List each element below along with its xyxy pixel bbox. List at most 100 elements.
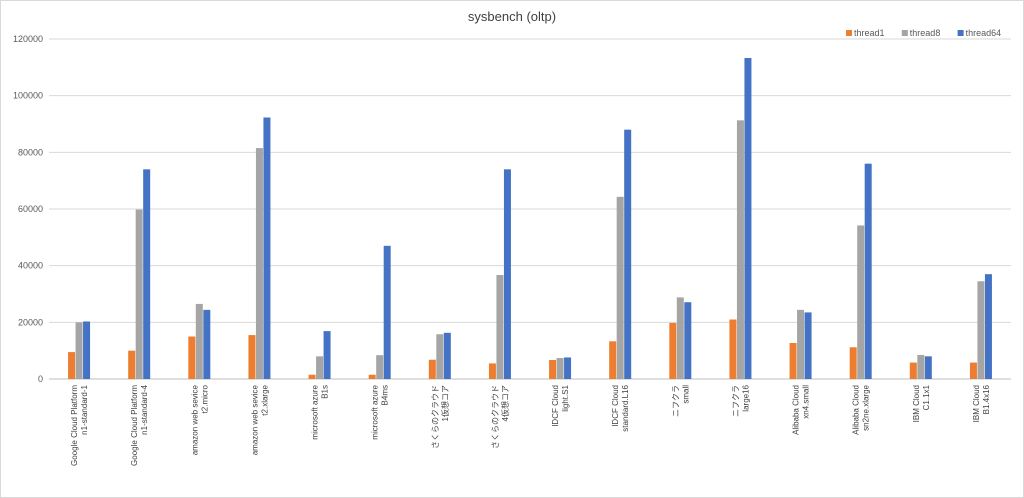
bar-thread8-13 bbox=[857, 225, 865, 379]
legend-swatch-thread1 bbox=[846, 30, 852, 36]
x-category-label: IDCF Cloud standard.L16 bbox=[611, 384, 630, 431]
x-category-label: amazon web sevice t2.micro bbox=[190, 384, 209, 455]
bar-thread64-4 bbox=[323, 331, 331, 379]
bar-thread64-13 bbox=[864, 163, 872, 379]
x-category-label: ニフクラ small bbox=[671, 385, 690, 417]
x-category-label: amazon web sevice t2.xlarge bbox=[250, 384, 269, 455]
bars bbox=[68, 57, 992, 380]
y-tick-label: 20000 bbox=[18, 317, 43, 327]
x-category-label: Google Cloud Platform n1-standard-1 bbox=[70, 384, 89, 465]
bar-thread64-5 bbox=[383, 245, 391, 379]
x-category-label: IBM Cloud B1.4x16 bbox=[972, 384, 991, 422]
bar-thread64-10 bbox=[684, 302, 692, 379]
x-category-label: Alibaba Cloud xn4.small bbox=[792, 385, 811, 435]
x-category-label-line: t2.micro bbox=[200, 384, 209, 413]
bar-thread64-15 bbox=[984, 274, 992, 379]
bar-thread64-11 bbox=[744, 57, 752, 379]
bar-thread8-15 bbox=[977, 281, 985, 379]
bar-thread64-12 bbox=[804, 312, 812, 379]
x-category-label-line: n1-standard-4 bbox=[140, 384, 149, 434]
bar-thread1-11 bbox=[729, 319, 737, 379]
x-category-label: さくらのクラウド 1仮想コア bbox=[431, 385, 450, 449]
x-category-label-line: amazon web sevice bbox=[250, 384, 259, 455]
x-category-label-line: IBM Cloud bbox=[912, 385, 921, 422]
x-category-label-line: ニフクラ bbox=[731, 385, 740, 417]
bar-thread8-0 bbox=[75, 322, 83, 379]
y-tick-label: 80000 bbox=[18, 147, 43, 157]
bar-thread1-13 bbox=[849, 347, 857, 379]
bar-thread8-3 bbox=[255, 148, 263, 379]
y-tick-label: 100000 bbox=[13, 91, 43, 101]
x-category-label-line: t2.xlarge bbox=[260, 384, 269, 415]
x-category-label-line: Google Cloud Platform bbox=[130, 385, 139, 466]
bar-thread8-4 bbox=[316, 356, 324, 379]
x-category-label-line: standard.L16 bbox=[621, 384, 630, 431]
legend-swatch-thread8 bbox=[901, 30, 908, 36]
bar-thread8-1 bbox=[135, 209, 143, 379]
bar-thread1-5 bbox=[368, 374, 376, 379]
bar-thread1-7 bbox=[488, 363, 496, 379]
x-category-label-line: sn2ne.xlarge bbox=[862, 384, 871, 430]
bar-thread8-12 bbox=[797, 309, 805, 379]
x-category-label-line: B1.4x16 bbox=[982, 384, 991, 414]
y-tick-label: 120000 bbox=[13, 34, 43, 44]
legend-swatch-thread64 bbox=[957, 30, 964, 36]
bar-thread64-2 bbox=[203, 309, 211, 379]
x-category-label-line: xn4.small bbox=[802, 385, 811, 419]
x-category-label-line: B4ms bbox=[381, 385, 390, 405]
x-category-label: IDCF Cloud light.S1 bbox=[551, 384, 570, 426]
x-category-label: さくらのクラウド 4仮想コア bbox=[491, 385, 510, 449]
bar-thread1-4 bbox=[308, 374, 316, 379]
x-category-label: microsoft azure B4ms bbox=[371, 384, 390, 439]
bar-thread64-1 bbox=[143, 169, 151, 379]
bar-thread1-15 bbox=[969, 362, 977, 379]
x-category-label-line: light.S1 bbox=[561, 384, 570, 411]
bar-thread1-14 bbox=[909, 362, 917, 379]
bar-thread64-8 bbox=[564, 357, 572, 379]
bar-thread8-11 bbox=[736, 120, 744, 380]
bar-thread8-8 bbox=[556, 358, 564, 379]
bar-thread64-0 bbox=[83, 321, 91, 379]
x-category-label-line: 4仮想コア bbox=[500, 385, 510, 421]
bar-thread1-0 bbox=[68, 352, 76, 379]
bar-thread1-10 bbox=[669, 322, 677, 379]
bar-thread1-8 bbox=[549, 360, 557, 379]
y-axis-ticks: 0 20000 40000 60000 80000 100000 120000 bbox=[13, 34, 43, 384]
bar-thread1-2 bbox=[188, 336, 196, 379]
x-category-label-line: Alibaba Cloud bbox=[852, 385, 861, 435]
x-category-label: microsoft azure B1s bbox=[311, 384, 330, 439]
bar-thread8-6 bbox=[436, 334, 444, 379]
bar-thread8-10 bbox=[676, 297, 684, 379]
bar-thread1-1 bbox=[128, 350, 136, 379]
x-category-label-line: ニフクラ bbox=[671, 385, 680, 417]
bar-thread64-3 bbox=[263, 117, 271, 379]
bar-thread8-2 bbox=[195, 303, 203, 379]
y-tick-label: 60000 bbox=[18, 204, 43, 214]
x-category-label-line: n1-standard-1 bbox=[80, 384, 89, 434]
x-category-label: IBM Cloud C1.1x1 bbox=[912, 384, 931, 422]
x-category-label-line: microsoft azure bbox=[371, 384, 380, 439]
legend: thread1 thread8 thread64 bbox=[846, 28, 1001, 38]
x-category-label-line: Alibaba Cloud bbox=[792, 385, 801, 435]
bar-thread1-12 bbox=[789, 343, 797, 379]
bar-thread1-3 bbox=[248, 335, 256, 379]
x-category-label: ニフクラ large16 bbox=[731, 384, 750, 417]
x-axis-labels: Google Cloud Platform n1-standard-1 Google… bbox=[70, 384, 991, 465]
x-category-label-line: IDCF Cloud bbox=[551, 385, 560, 427]
bar-thread64-9 bbox=[624, 129, 632, 379]
x-category-label-line: microsoft azure bbox=[311, 384, 320, 439]
legend-label-thread64: thread64 bbox=[966, 28, 1002, 38]
bar-thread8-9 bbox=[616, 196, 624, 379]
x-category-label-line: large16 bbox=[741, 384, 750, 411]
x-category-label-line: amazon web sevice bbox=[190, 384, 199, 455]
bar-thread8-14 bbox=[917, 354, 925, 379]
bar-thread64-6 bbox=[443, 332, 451, 379]
legend-label-thread1: thread1 bbox=[854, 28, 885, 38]
x-category-label-line: IDCF Cloud bbox=[611, 385, 620, 427]
bar-thread8-5 bbox=[376, 355, 384, 379]
bar-thread8-7 bbox=[496, 275, 504, 379]
legend-label-thread8: thread8 bbox=[910, 28, 941, 38]
bar-thread64-14 bbox=[924, 356, 932, 379]
